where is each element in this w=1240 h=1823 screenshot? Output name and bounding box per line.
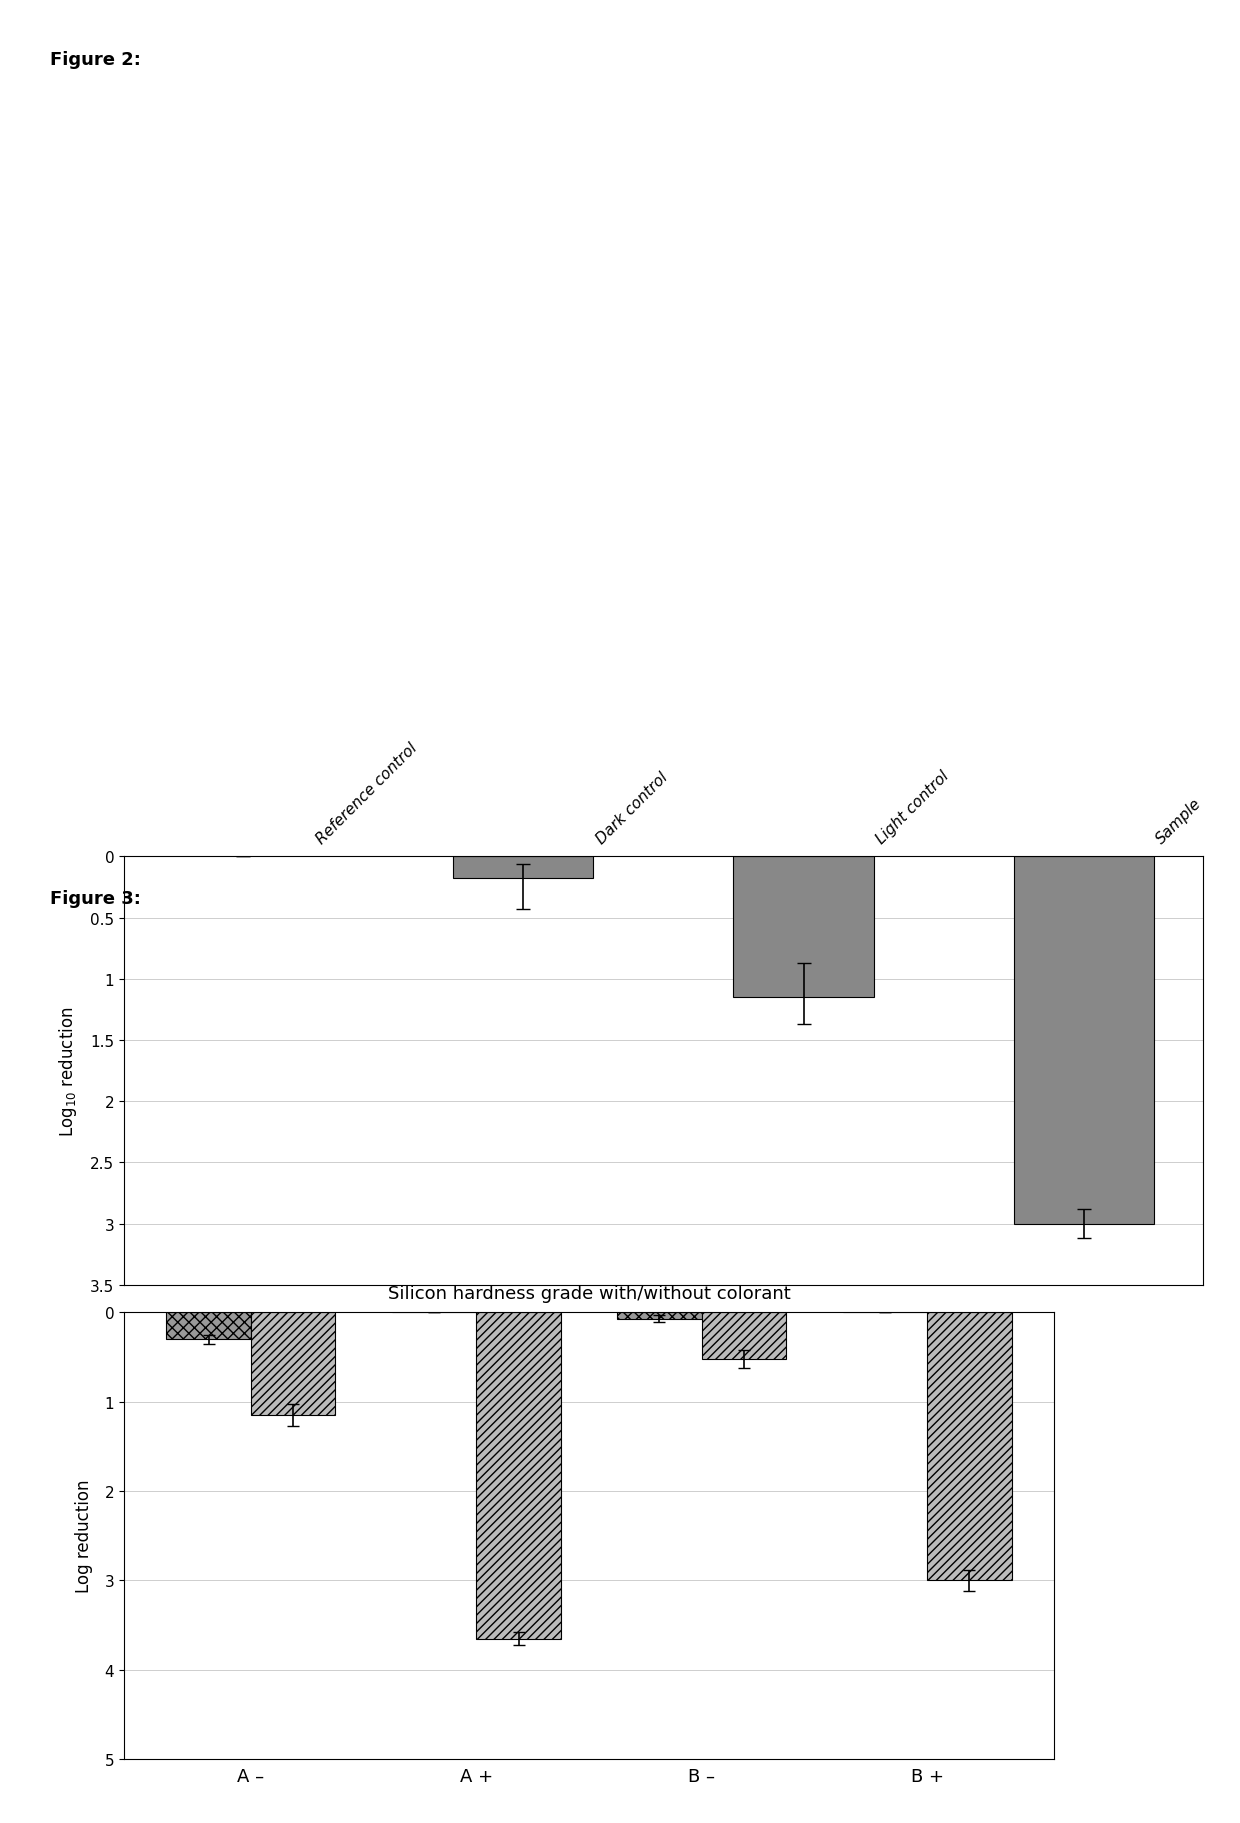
Text: Sample: Sample [1153,797,1205,848]
Title: Silicon hardness grade with/without colorant: Silicon hardness grade with/without colo… [388,1285,790,1303]
Bar [618,1313,702,1318]
Bar [476,1313,560,1639]
Text: Light control: Light control [873,769,952,848]
Text: Reference control: Reference control [314,740,420,848]
Text: Figure 2:: Figure 2: [50,51,140,69]
Bar [454,857,594,879]
Bar [928,1313,1012,1581]
Bar [250,1313,335,1415]
Bar [733,857,873,997]
Bar [166,1313,250,1340]
Y-axis label: $\mathrm{Log_{10}}$ reduction: $\mathrm{Log_{10}}$ reduction [57,1006,79,1136]
Text: Figure 3:: Figure 3: [50,890,140,908]
Y-axis label: Log reduction: Log reduction [76,1478,93,1593]
Bar [702,1313,786,1358]
Text: Dark control: Dark control [594,769,671,848]
Bar [1013,857,1153,1223]
